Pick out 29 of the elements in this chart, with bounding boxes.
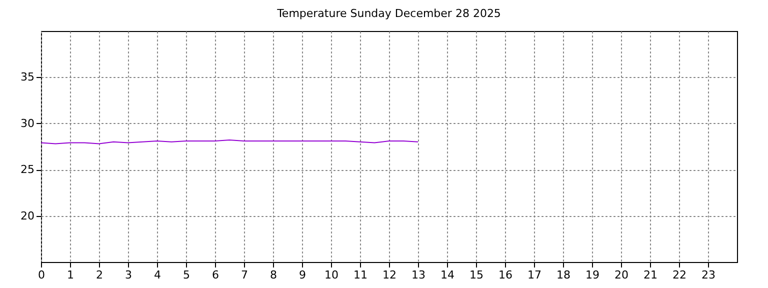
x-tick-label: 18: [556, 268, 570, 282]
y-tick-label: 25: [20, 163, 34, 176]
y-tick-label: 30: [20, 116, 34, 130]
x-tick-label: 7: [241, 268, 248, 282]
x-tick-label: 16: [498, 268, 512, 282]
x-tick-label: 2: [96, 268, 103, 282]
x-tick-label: 3: [125, 268, 132, 282]
x-tick-label: 0: [38, 268, 45, 282]
y-tick-label: 20: [20, 209, 34, 222]
x-tick-label: 9: [299, 268, 306, 282]
x-tick-label: 1: [67, 268, 74, 282]
x-tick-label: 6: [212, 268, 219, 282]
x-tick-label: 22: [672, 268, 686, 282]
x-tick-label: 19: [586, 268, 600, 282]
x-tick-label: 5: [183, 268, 190, 282]
x-tick-label: 10: [324, 268, 338, 282]
x-tick-label: 23: [702, 268, 716, 282]
x-tick-label: 20: [614, 268, 628, 282]
y-tick-label: 35: [20, 70, 34, 84]
x-tick-label: 4: [154, 268, 161, 282]
x-tick-label: 11: [354, 268, 368, 282]
chart-title: Temperature Sunday December 28 2025: [276, 7, 501, 20]
x-tick-label: 14: [440, 268, 454, 282]
x-tick-label: 13: [412, 268, 426, 282]
x-tick-label: 17: [528, 268, 542, 282]
x-tick-label: 15: [470, 268, 484, 282]
x-tick-label: 12: [382, 268, 396, 282]
x-tick-label: 21: [644, 268, 658, 282]
x-tick-label: 8: [270, 268, 277, 282]
